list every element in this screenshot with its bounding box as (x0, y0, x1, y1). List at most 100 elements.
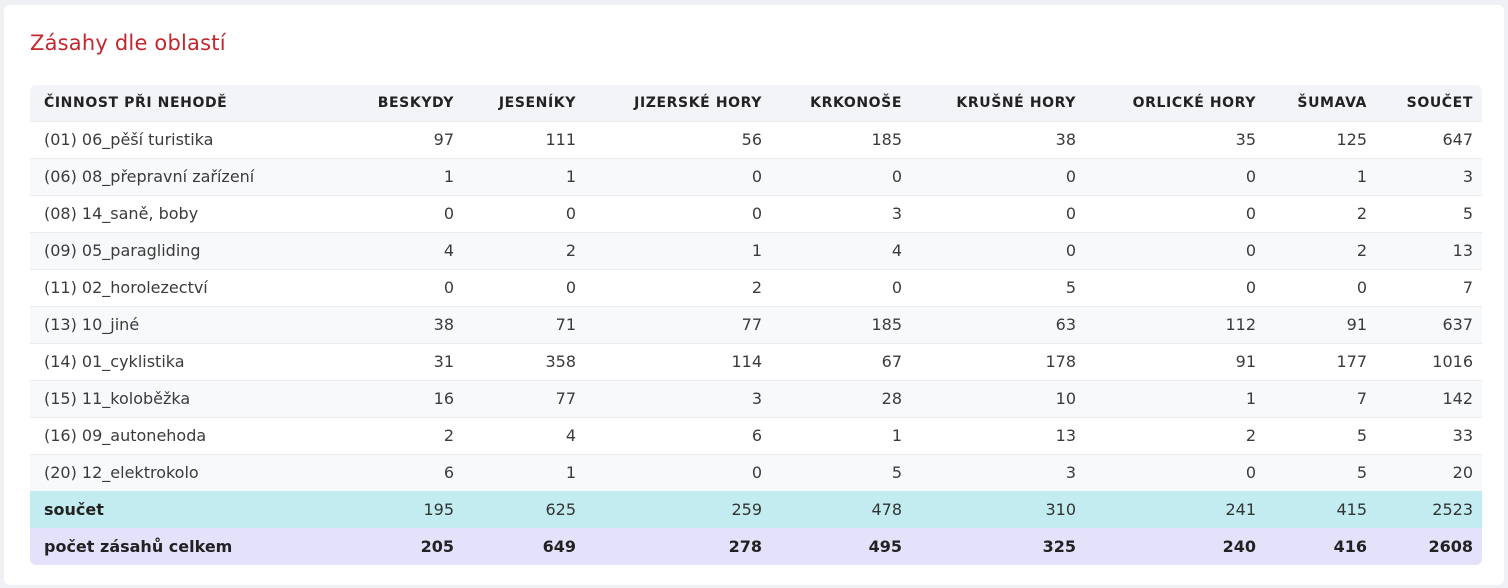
table-cell: 647 (1376, 120, 1482, 158)
table-cell: 185 (771, 305, 911, 343)
row-label: (11) 02_horolezectví (30, 268, 346, 306)
row-label: (20) 12_elektrokolo (30, 453, 346, 491)
table-cell: 38 (346, 305, 463, 343)
table-cell: 6 (346, 453, 463, 491)
data-table: ČINNOST PŘI NEHODĚ BESKYDY JESENÍKY JIZERSK… (30, 85, 1482, 565)
table-cell: 1 (346, 157, 463, 195)
table-cell: 240 (1222, 537, 1256, 556)
table-cell: 2 (1265, 231, 1376, 269)
table-cell: 0 (771, 268, 911, 306)
table-row: (20) 12_elektrokolo 6 1 0 5 3 0 5 20 (30, 453, 1482, 491)
table-cell: 125 (1265, 120, 1376, 158)
table-row: (11) 02_horolezectví 0 0 2 0 5 0 0 7 (30, 268, 1482, 306)
table-cell: 1 (1265, 157, 1376, 195)
table-cell: 205 (420, 537, 454, 556)
table-cell: 2 (1085, 416, 1265, 454)
table-cell: 7 (1265, 379, 1376, 417)
table-cell: 13 (911, 416, 1085, 454)
table-cell: 0 (771, 157, 911, 195)
table-cell: 1016 (1376, 342, 1482, 380)
table-cell: 2523 (1432, 500, 1473, 519)
table-cell: 114 (585, 342, 771, 380)
row-label: (15) 11_koloběžka (30, 379, 346, 417)
total-row: počet zásahů celkem 205 649 278 495 325 240 416… (30, 528, 1482, 565)
row-label: počet zásahů celkem (44, 537, 233, 556)
table-cell: 0 (463, 268, 585, 306)
row-label: (14) 01_cyklistika (30, 342, 346, 380)
table-cell: 0 (346, 268, 463, 306)
table-cell: 0 (1085, 453, 1265, 491)
table-cell: 77 (463, 379, 585, 417)
table-cell: 625 (545, 500, 576, 519)
table-cell: 142 (1376, 379, 1482, 417)
table-cell: 0 (1085, 231, 1265, 269)
table-cell: 495 (868, 537, 902, 556)
table-cell: 5 (1376, 194, 1482, 232)
table-cell: 1 (585, 231, 771, 269)
table-cell: 0 (911, 157, 1085, 195)
table-cell: 91 (1085, 342, 1265, 380)
table-cell: 637 (1376, 305, 1482, 343)
table-row: (09) 05_paragliding 4 2 1 4 0 0 2 13 (30, 231, 1482, 269)
table-cell: 10 (911, 379, 1085, 417)
table-cell: 5 (911, 268, 1085, 306)
column-header: KRKONOŠE (810, 94, 902, 111)
table-cell: 20 (1376, 453, 1482, 491)
table-cell: 0 (1085, 157, 1265, 195)
table-cell: 111 (463, 120, 585, 158)
table-row: (08) 14_saně, boby 0 0 0 3 0 0 2 5 (30, 194, 1482, 232)
row-label: součet (44, 500, 104, 519)
table-row: (01) 06_pěší turistika 97 111 56 185 38 35 125 6… (30, 120, 1482, 158)
table-cell: 0 (911, 194, 1085, 232)
column-header: BESKYDY (377, 94, 454, 111)
table-cell: 5 (1265, 416, 1376, 454)
table-row: (14) 01_cyklistika 31 358 114 67 178 91 177 1016 (30, 342, 1482, 380)
table-cell: 0 (585, 194, 771, 232)
table-cell: 3 (911, 453, 1085, 491)
table-cell: 71 (463, 305, 585, 343)
table-cell: 2 (1265, 194, 1376, 232)
table-cell: 178 (911, 342, 1085, 380)
card-title: Zásahy dle oblastí (30, 31, 226, 55)
table-cell: 0 (346, 194, 463, 232)
table-cell: 2 (585, 268, 771, 306)
table-cell: 278 (728, 537, 762, 556)
column-header: ORLICKÉ HORY (1132, 94, 1256, 111)
table-cell: 0 (585, 157, 771, 195)
row-label: (08) 14_saně, boby (30, 194, 346, 232)
table-cell: 3 (771, 194, 911, 232)
table-cell: 0 (585, 453, 771, 491)
table-cell: 4 (771, 231, 911, 269)
table-cell: 35 (1085, 120, 1265, 158)
table-row: (13) 10_jiné 38 71 77 185 63 112 91 637 (30, 305, 1482, 343)
table-cell: 4 (463, 416, 585, 454)
table-cell: 6 (585, 416, 771, 454)
row-label: (16) 09_autonehoda (30, 416, 346, 454)
table-cell: 177 (1265, 342, 1376, 380)
row-label: (01) 06_pěší turistika (30, 120, 346, 158)
table-cell: 0 (1085, 268, 1265, 306)
table-cell: 310 (1045, 500, 1076, 519)
sum-row: součet 195 625 259 478 310 241 415 2523 (30, 491, 1482, 528)
table-cell: 1 (463, 453, 585, 491)
table-cell: 416 (1333, 537, 1367, 556)
table-cell: 4 (346, 231, 463, 269)
table-cell: 16 (346, 379, 463, 417)
table-cell: 7 (1376, 268, 1482, 306)
table-cell: 112 (1085, 305, 1265, 343)
table-cell: 185 (771, 120, 911, 158)
table-cell: 0 (911, 231, 1085, 269)
table-row: (15) 11_koloběžka 16 77 3 28 10 1 7 142 (30, 379, 1482, 417)
table-container: ČINNOST PŘI NEHODĚ BESKYDY JESENÍKY JIZERSK… (30, 85, 1482, 565)
row-label: (09) 05_paragliding (30, 231, 346, 269)
table-row: (16) 09_autonehoda 2 4 6 1 13 2 5 33 (30, 416, 1482, 454)
table-cell: 91 (1265, 305, 1376, 343)
table-cell: 38 (911, 120, 1085, 158)
table-cell: 1 (463, 157, 585, 195)
table-cell: 3 (1376, 157, 1482, 195)
table-body: (01) 06_pěší turistika 97 111 56 185 38 35 125 6… (30, 120, 1482, 565)
column-header-activity: ČINNOST PŘI NEHODĚ (44, 94, 228, 111)
report-card: Zásahy dle oblastí ČINNOST PŘI NEHODĚ BES… (4, 5, 1504, 585)
column-header: JIZERSKÉ HORY (634, 94, 762, 111)
table-cell: 3 (585, 379, 771, 417)
